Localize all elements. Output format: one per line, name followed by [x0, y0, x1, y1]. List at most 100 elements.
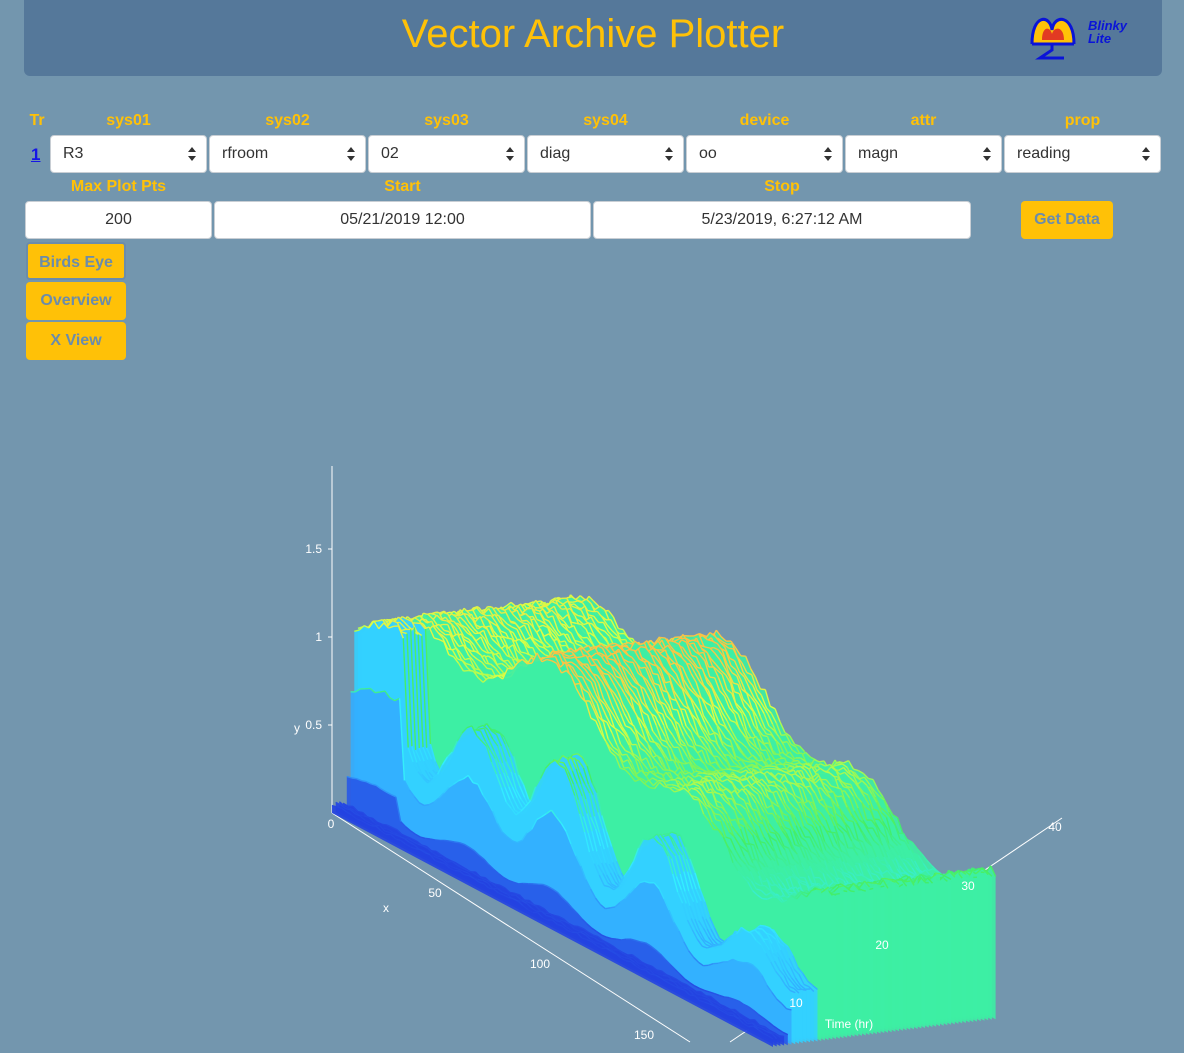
surface-segment [585, 616, 592, 621]
surface-segment [629, 640, 636, 651]
surface-segment [808, 768, 815, 781]
surface-segment [747, 754, 754, 760]
start-input[interactable]: 05/21/2019 12:00 [214, 201, 591, 239]
sys04-select[interactable]: diag [527, 135, 684, 173]
surface-segment [863, 796, 870, 806]
surface-segment [612, 616, 619, 629]
surface-segment [717, 734, 724, 746]
surface-segment [473, 628, 480, 634]
surface-segment [869, 864, 876, 872]
surface-segment [753, 766, 759, 769]
surface-segment [832, 866, 839, 879]
surface-segment [561, 624, 567, 631]
trace-number-link[interactable]: 1 [31, 145, 41, 164]
surface-segment [899, 865, 906, 873]
surface-segment [848, 819, 854, 823]
prop-select[interactable]: reading [1004, 135, 1161, 173]
surface-segment [719, 723, 725, 727]
surface-segment [621, 666, 628, 679]
surface-segment [849, 877, 856, 884]
surface-segment [783, 845, 789, 849]
surface-segment [819, 802, 826, 808]
surface-segment [565, 628, 572, 634]
surface-segment [716, 769, 722, 775]
stop-input[interactable]: 5/23/2019, 6:27:12 AM [593, 201, 971, 239]
surface-segment [881, 845, 889, 858]
surface-segment [521, 608, 528, 614]
surface-segment [800, 801, 807, 817]
surface-segment [848, 827, 855, 839]
surface-segment [879, 807, 886, 813]
surface-segment [487, 620, 495, 632]
surface-segment [794, 743, 800, 747]
surface-segment [547, 615, 554, 619]
surface-segment [665, 741, 672, 749]
surface-segment [874, 796, 882, 808]
surface-segment [749, 775, 756, 782]
attr-select[interactable]: magn [845, 135, 1002, 173]
surface-segment [701, 729, 708, 740]
surface-segment [825, 819, 832, 833]
surface-segment [574, 682, 581, 685]
surface-segment [873, 790, 880, 797]
surface-segment [722, 744, 729, 752]
surface-segment [801, 882, 808, 886]
attr-value: magn [858, 145, 899, 162]
surface-segment [543, 633, 550, 637]
device-select[interactable]: oo [686, 135, 843, 173]
surface-segment [752, 789, 759, 795]
surface-segment [917, 854, 924, 864]
surface-segment [570, 656, 576, 659]
surface-segment [458, 613, 465, 617]
surface-segment [878, 795, 885, 801]
surface-segment [705, 731, 712, 741]
surface-segment [849, 776, 855, 783]
surface-segment [512, 644, 519, 661]
sys01-select[interactable]: R3 [50, 135, 207, 173]
sys03-select[interactable]: 02 [368, 135, 525, 173]
surface-segment [618, 674, 626, 684]
surface-segment [747, 784, 754, 791]
surface-segment [661, 654, 667, 660]
surface-segment [905, 880, 911, 883]
surface-segment [543, 647, 550, 653]
surface-segment [840, 816, 847, 826]
surface-segment [817, 819, 824, 827]
surface-segment [829, 772, 836, 778]
surface-segment [507, 659, 514, 668]
surface-segment [904, 840, 911, 851]
surface-segment [517, 605, 524, 616]
surface-segment [559, 640, 566, 643]
surface-segment [773, 729, 780, 738]
surface-segment [844, 771, 851, 778]
surface-segment [731, 730, 738, 741]
surface-segment [621, 753, 627, 756]
surface-segment [896, 817, 904, 833]
surface-segment [683, 705, 689, 710]
surface-segment [659, 748, 666, 759]
surface-segment [739, 757, 746, 762]
surface-segment [539, 628, 546, 642]
surface-segment [812, 862, 819, 871]
label-max-plot-pts: Max Plot Pts [70, 178, 167, 195]
max-plot-pts-input[interactable]: 200 [25, 201, 212, 239]
surface-segment [657, 655, 664, 667]
surface-segment [639, 685, 647, 704]
surface-segment [982, 868, 989, 876]
surface-segment [538, 645, 545, 649]
surface-segment [960, 870, 967, 875]
surface-segment [665, 715, 672, 722]
surface-segment [790, 814, 797, 826]
sys02-select[interactable]: rfroom [209, 135, 366, 173]
get-data-button[interactable]: Get Data [1021, 201, 1113, 239]
surface-segment [441, 619, 447, 622]
birds-eye-button[interactable]: Birds Eye [26, 242, 126, 280]
surface-segment [794, 817, 801, 828]
surface-segment [799, 798, 806, 807]
overview-button[interactable]: Overview [26, 282, 126, 320]
x-view-button[interactable]: X View [26, 322, 126, 360]
surface-segment [696, 719, 703, 731]
surface-segment [722, 640, 728, 645]
surface-segment [664, 637, 672, 647]
